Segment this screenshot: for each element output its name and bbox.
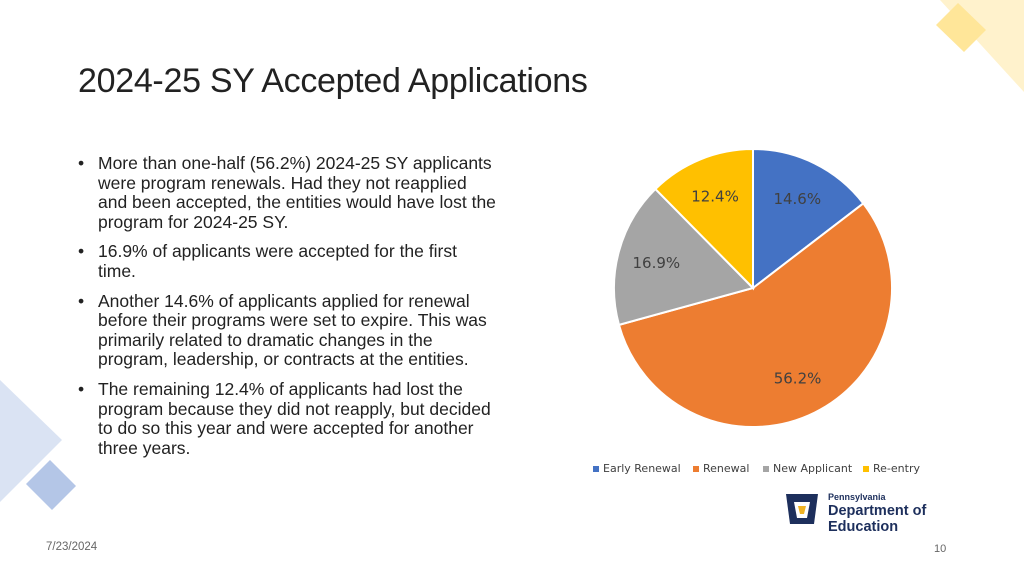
slide-date: 7/23/2024 (46, 541, 98, 553)
bullet-item: Another 14.6% of applicants applied for … (78, 291, 498, 370)
logo-state-name: Pennsylvania (828, 492, 886, 502)
decorative-shape-top-right (936, 0, 1024, 92)
legend-swatch (763, 466, 769, 472)
keystone-icon (786, 494, 818, 524)
pie-data-label: 12.4% (691, 187, 739, 205)
legend-label: Re-entry (873, 462, 920, 475)
pde-logo: Pennsylvania Department of Education (782, 492, 992, 535)
pie-slice-early-renewal (752, 147, 865, 291)
pie-slice-new-applicant (613, 187, 755, 327)
legend-label: New Applicant (773, 462, 853, 475)
pie-data-label: 56.2% (774, 370, 822, 388)
bullet-item: 16.9% of applicants were accepted for th… (78, 242, 498, 281)
pie-slice-re-entry (653, 147, 754, 291)
legend-swatch (863, 466, 869, 472)
bullet-item: The remaining 12.4% of applicants had lo… (78, 379, 498, 458)
legend-swatch (693, 466, 699, 472)
page-number: 10 (934, 543, 947, 555)
bullet-list: More than one-half (56.2%) 2024-25 SY ap… (78, 153, 498, 468)
pie-slice-renewal (617, 201, 893, 428)
slide-title: 2024-25 SY Accepted Applications (78, 62, 588, 100)
decorative-shape-bottom-left (0, 380, 76, 510)
pie-data-label: 16.9% (633, 254, 681, 272)
pie-data-label: 14.6% (773, 190, 821, 208)
pie-chart: 14.6% 56.2% 16.9% 12.4% Early Renewal Renewal… (593, 147, 920, 475)
logo-department-name: Department of Education (828, 503, 927, 535)
legend-label: Early Renewal (603, 462, 681, 475)
legend-swatch (593, 466, 599, 472)
legend-label: Renewal (703, 462, 749, 475)
bullet-item: More than one-half (56.2%) 2024-25 SY ap… (78, 153, 498, 232)
